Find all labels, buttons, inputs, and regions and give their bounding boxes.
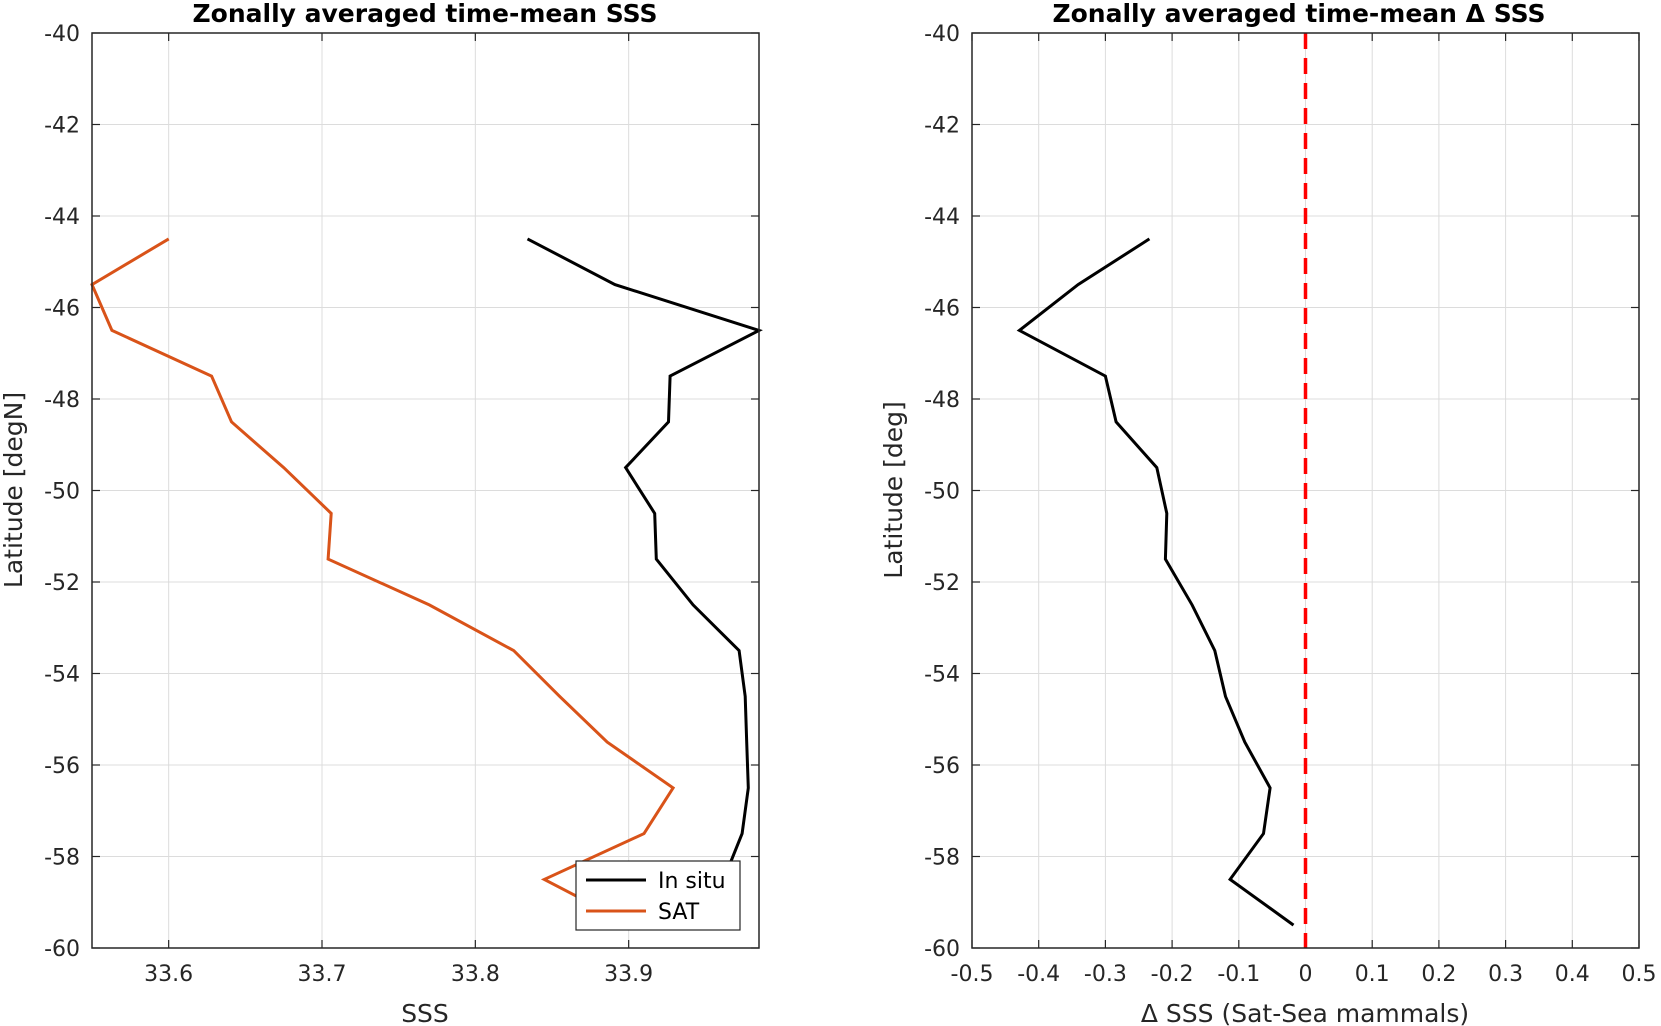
right-y-tick-label: -52 — [924, 571, 960, 596]
right-chart-title: Zonally averaged time-mean Δ SSS — [1053, 0, 1546, 28]
right-chart-panel: Zonally averaged time-mean Δ SSS -40 -42 -… — [879, 0, 1657, 1026]
left-axes-box — [91, 32, 760, 949]
left-y-tick-label: -44 — [44, 205, 80, 230]
right-y-tick-label: -46 — [924, 297, 960, 322]
left-x-tick-label: 33.7 — [298, 962, 347, 987]
left-y-axis-label: Latitude [degN] — [0, 392, 28, 588]
legend: In situ SAT — [575, 860, 741, 931]
left-x-tick-label: 33.9 — [604, 962, 653, 987]
right-y-axis-label: Latitude [deg] — [879, 401, 908, 578]
right-x-axis-label: Δ SSS (Sat-Sea mammals) — [1141, 999, 1469, 1026]
right-y-tick-label: -60 — [924, 937, 960, 962]
left-x-axis-label: SSS — [401, 999, 449, 1026]
left-x-tick-label: 33.8 — [451, 962, 500, 987]
right-y-tick-label: -58 — [924, 846, 960, 871]
left-y-tick-label: -48 — [44, 388, 80, 413]
right-x-tick-label: 0.4 — [1555, 962, 1590, 987]
right-x-tick-label: -0.1 — [1217, 962, 1260, 987]
left-y-tick-label: -52 — [44, 571, 80, 596]
right-x-tick-label: -0.5 — [951, 962, 994, 987]
legend-in-situ-label: In situ — [658, 869, 726, 894]
right-y-tick-label: -44 — [924, 205, 960, 230]
right-x-tick-label: -0.3 — [1084, 962, 1127, 987]
right-y-tick-label: -56 — [924, 754, 960, 779]
series-line-in-situ — [526, 237, 763, 926]
right-x-tick-label: -0.2 — [1151, 962, 1194, 987]
right-x-tick-label: 0.2 — [1421, 962, 1456, 987]
left-y-tick-label: -60 — [44, 937, 80, 962]
left-y-tick-label: -40 — [44, 22, 80, 47]
right-y-tick-label: -50 — [924, 480, 960, 505]
right-axes-box — [971, 32, 1640, 949]
left-y-tick-label: -46 — [44, 297, 80, 322]
series-line-sat — [90, 237, 676, 913]
left-y-tick-label: -50 — [44, 480, 80, 505]
left-x-tick-label: 33.6 — [144, 962, 193, 987]
right-x-tick-label: 0.5 — [1622, 962, 1657, 987]
right-y-tick-label: -42 — [924, 114, 960, 139]
right-y-tick-label: -54 — [924, 663, 960, 688]
left-y-tick-label: -42 — [44, 114, 80, 139]
left-chart-title: Zonally averaged time-mean SSS — [193, 0, 658, 28]
right-x-tick-label: 0.1 — [1355, 962, 1390, 987]
right-x-tick-label: 0.3 — [1488, 962, 1523, 987]
legend-box — [575, 860, 741, 931]
right-y-tick-label: -40 — [924, 22, 960, 47]
right-y-tick-label: -48 — [924, 388, 960, 413]
left-y-tick-label: -58 — [44, 846, 80, 871]
right-x-tick-label: 0 — [1299, 962, 1313, 987]
series-line-delta-sss — [1016, 237, 1295, 927]
left-y-tick-label: -56 — [44, 754, 80, 779]
legend-sat-label: SAT — [658, 900, 700, 925]
left-y-tick-label: -54 — [44, 663, 80, 688]
left-chart-panel: Zonally averaged time-mean SSS -40 -42 -44… — [0, 0, 763, 1026]
right-x-tick-label: -0.4 — [1017, 962, 1060, 987]
